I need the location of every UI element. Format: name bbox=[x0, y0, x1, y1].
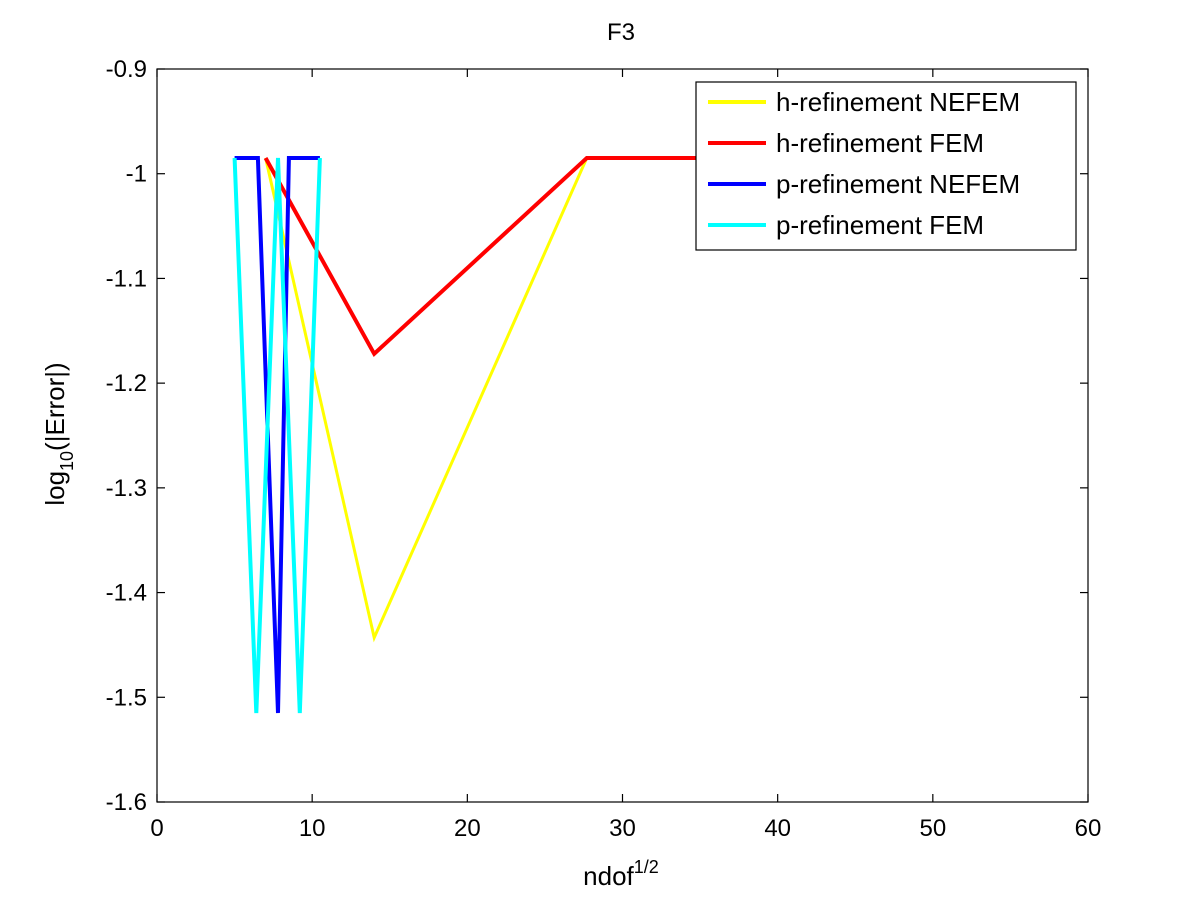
x-axis-label-main: ndof bbox=[583, 861, 634, 891]
x-tick-label: 10 bbox=[299, 815, 326, 842]
series-line-4 bbox=[232, 157, 322, 714]
legend-entry: h-refinement NEFEM bbox=[776, 87, 1020, 117]
x-tick-label: 60 bbox=[1075, 815, 1102, 842]
y-tick-label: -1.5 bbox=[106, 684, 147, 711]
x-tick-label: 40 bbox=[764, 815, 791, 842]
y-axis-label-prefix: log bbox=[40, 471, 70, 506]
y-tick-label: -1.1 bbox=[106, 265, 147, 292]
y-tick-label: -0.9 bbox=[106, 56, 147, 83]
legend-entry: p-refinement NEFEM bbox=[776, 169, 1020, 199]
x-axis-label: ndof1/2 bbox=[583, 857, 659, 891]
x-tick-label: 20 bbox=[454, 815, 481, 842]
x-tick-label: 0 bbox=[150, 815, 163, 842]
y-tick-label: -1 bbox=[126, 161, 147, 188]
chart-title: F3 bbox=[607, 19, 635, 46]
series-line-3 bbox=[234, 156, 320, 714]
x-axis-label-superscript: 1/2 bbox=[634, 857, 659, 877]
legend-entry: h-refinement FEM bbox=[776, 128, 984, 158]
series-line-2 bbox=[263, 156, 803, 357]
series-group bbox=[232, 156, 803, 714]
tick-group: 0 10 20 30 40 50 60 -1.6 -1.5 -1.4 -1.3 -1.2 -1.1 -1 -… bbox=[106, 56, 1102, 842]
x-tick-label: 50 bbox=[919, 815, 946, 842]
legend-entry: p-refinement FEM bbox=[776, 210, 984, 240]
y-axis-label-subscript: 10 bbox=[57, 451, 77, 471]
legend-box bbox=[695, 81, 1077, 251]
legend: h-refinement NEFEM h-refinement FEM p-refi… bbox=[695, 81, 1077, 251]
x-tick-label: 30 bbox=[609, 815, 636, 842]
y-tick-label: -1.2 bbox=[106, 370, 147, 397]
y-axis-label-suffix: (|Error|) bbox=[40, 362, 70, 451]
y-tick-label: -1.6 bbox=[106, 789, 147, 816]
y-tick-label: -1.3 bbox=[106, 475, 147, 502]
y-axis-label: log10(|Error|) bbox=[40, 362, 77, 505]
y-tick-label: -1.4 bbox=[106, 580, 147, 607]
